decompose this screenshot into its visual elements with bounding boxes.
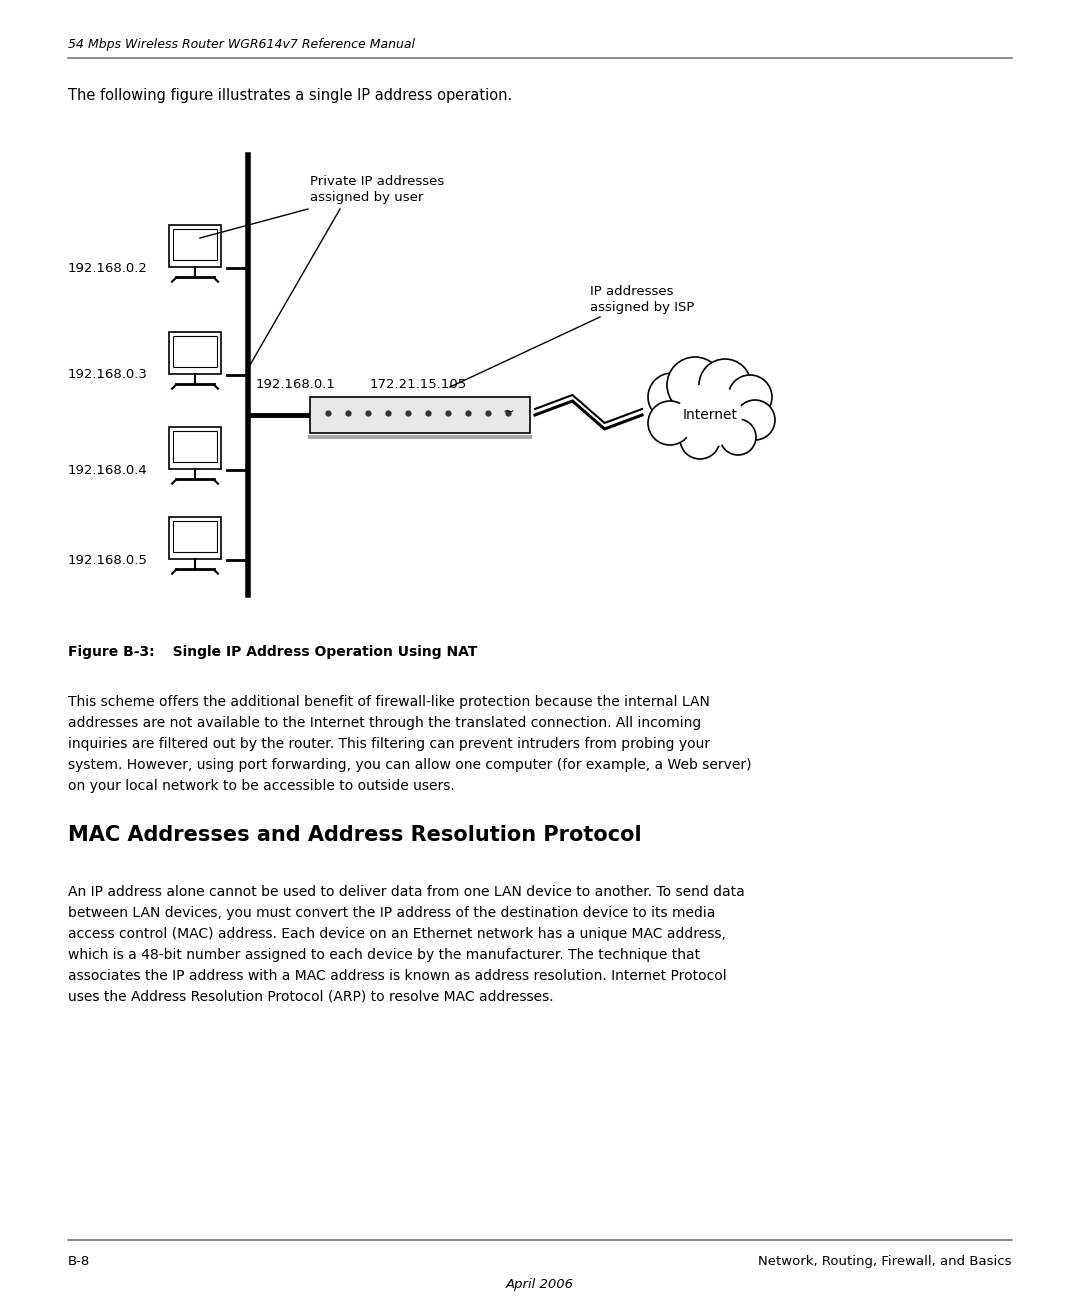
Text: MAC Addresses and Address Resolution Protocol: MAC Addresses and Address Resolution Pro… bbox=[68, 826, 642, 845]
Text: 172.21.15.105: 172.21.15.105 bbox=[370, 378, 468, 391]
Circle shape bbox=[728, 375, 772, 419]
Text: B-8: B-8 bbox=[68, 1255, 91, 1267]
Bar bbox=[173, 432, 217, 461]
Circle shape bbox=[648, 373, 696, 421]
Text: 192.168.0.4: 192.168.0.4 bbox=[68, 464, 148, 477]
Text: Network, Routing, Firewall, and Basics: Network, Routing, Firewall, and Basics bbox=[758, 1255, 1012, 1267]
Text: Figure B-3:: Figure B-3: bbox=[68, 645, 154, 658]
Text: addresses are not available to the Internet through the translated connection. A: addresses are not available to the Inter… bbox=[68, 715, 701, 730]
Bar bbox=[168, 426, 221, 469]
Text: Single IP Address Operation Using NAT: Single IP Address Operation Using NAT bbox=[158, 645, 477, 658]
Text: 192.168.0.3: 192.168.0.3 bbox=[68, 368, 148, 381]
Text: ~: ~ bbox=[502, 404, 514, 419]
Bar bbox=[173, 336, 217, 367]
Bar bbox=[168, 224, 221, 267]
Text: Private IP addresses: Private IP addresses bbox=[310, 175, 444, 188]
Circle shape bbox=[735, 400, 775, 441]
Bar bbox=[168, 517, 221, 560]
Circle shape bbox=[678, 384, 742, 447]
Circle shape bbox=[680, 419, 720, 459]
Text: between LAN devices, you must convert the IP address of the destination device t: between LAN devices, you must convert th… bbox=[68, 906, 715, 920]
Text: 54 Mbps Wireless Router WGR614v7 Reference Manual: 54 Mbps Wireless Router WGR614v7 Referen… bbox=[68, 38, 415, 51]
Text: April 2006: April 2006 bbox=[507, 1278, 573, 1291]
Text: 192.168.0.1: 192.168.0.1 bbox=[256, 378, 336, 391]
Bar bbox=[173, 229, 217, 259]
Text: access control (MAC) address. Each device on an Ethernet network has a unique MA: access control (MAC) address. Each devic… bbox=[68, 927, 726, 941]
Text: assigned by user: assigned by user bbox=[310, 191, 423, 203]
Text: This scheme offers the additional benefit of firewall-like protection because th: This scheme offers the additional benefi… bbox=[68, 695, 710, 709]
Text: uses the Address Resolution Protocol (ARP) to resolve MAC addresses.: uses the Address Resolution Protocol (AR… bbox=[68, 990, 554, 1004]
Text: 192.168.0.2: 192.168.0.2 bbox=[68, 262, 148, 275]
Text: inquiries are filtered out by the router. This filtering can prevent intruders f: inquiries are filtered out by the router… bbox=[68, 737, 711, 750]
Text: on your local network to be accessible to outside users.: on your local network to be accessible t… bbox=[68, 779, 455, 793]
Text: assigned by ISP: assigned by ISP bbox=[590, 301, 694, 314]
Circle shape bbox=[648, 400, 692, 445]
Text: An IP address alone cannot be used to deliver data from one LAN device to anothe: An IP address alone cannot be used to de… bbox=[68, 885, 745, 899]
Text: IP addresses: IP addresses bbox=[590, 285, 674, 298]
Bar bbox=[310, 397, 530, 433]
Bar bbox=[168, 332, 221, 375]
Text: The following figure illustrates a single IP address operation.: The following figure illustrates a singl… bbox=[68, 88, 512, 102]
Circle shape bbox=[667, 356, 723, 413]
Circle shape bbox=[699, 359, 751, 411]
Text: Internet: Internet bbox=[683, 408, 738, 422]
Text: which is a 48-bit number assigned to each device by the manufacturer. The techni: which is a 48-bit number assigned to eac… bbox=[68, 947, 700, 962]
Bar bbox=[173, 521, 217, 552]
Text: 192.168.0.5: 192.168.0.5 bbox=[68, 553, 148, 566]
Text: associates the IP address with a MAC address is known as address resolution. Int: associates the IP address with a MAC add… bbox=[68, 969, 727, 982]
Text: system. However, using port forwarding, you can allow one computer (for example,: system. However, using port forwarding, … bbox=[68, 758, 752, 772]
Circle shape bbox=[720, 419, 756, 455]
